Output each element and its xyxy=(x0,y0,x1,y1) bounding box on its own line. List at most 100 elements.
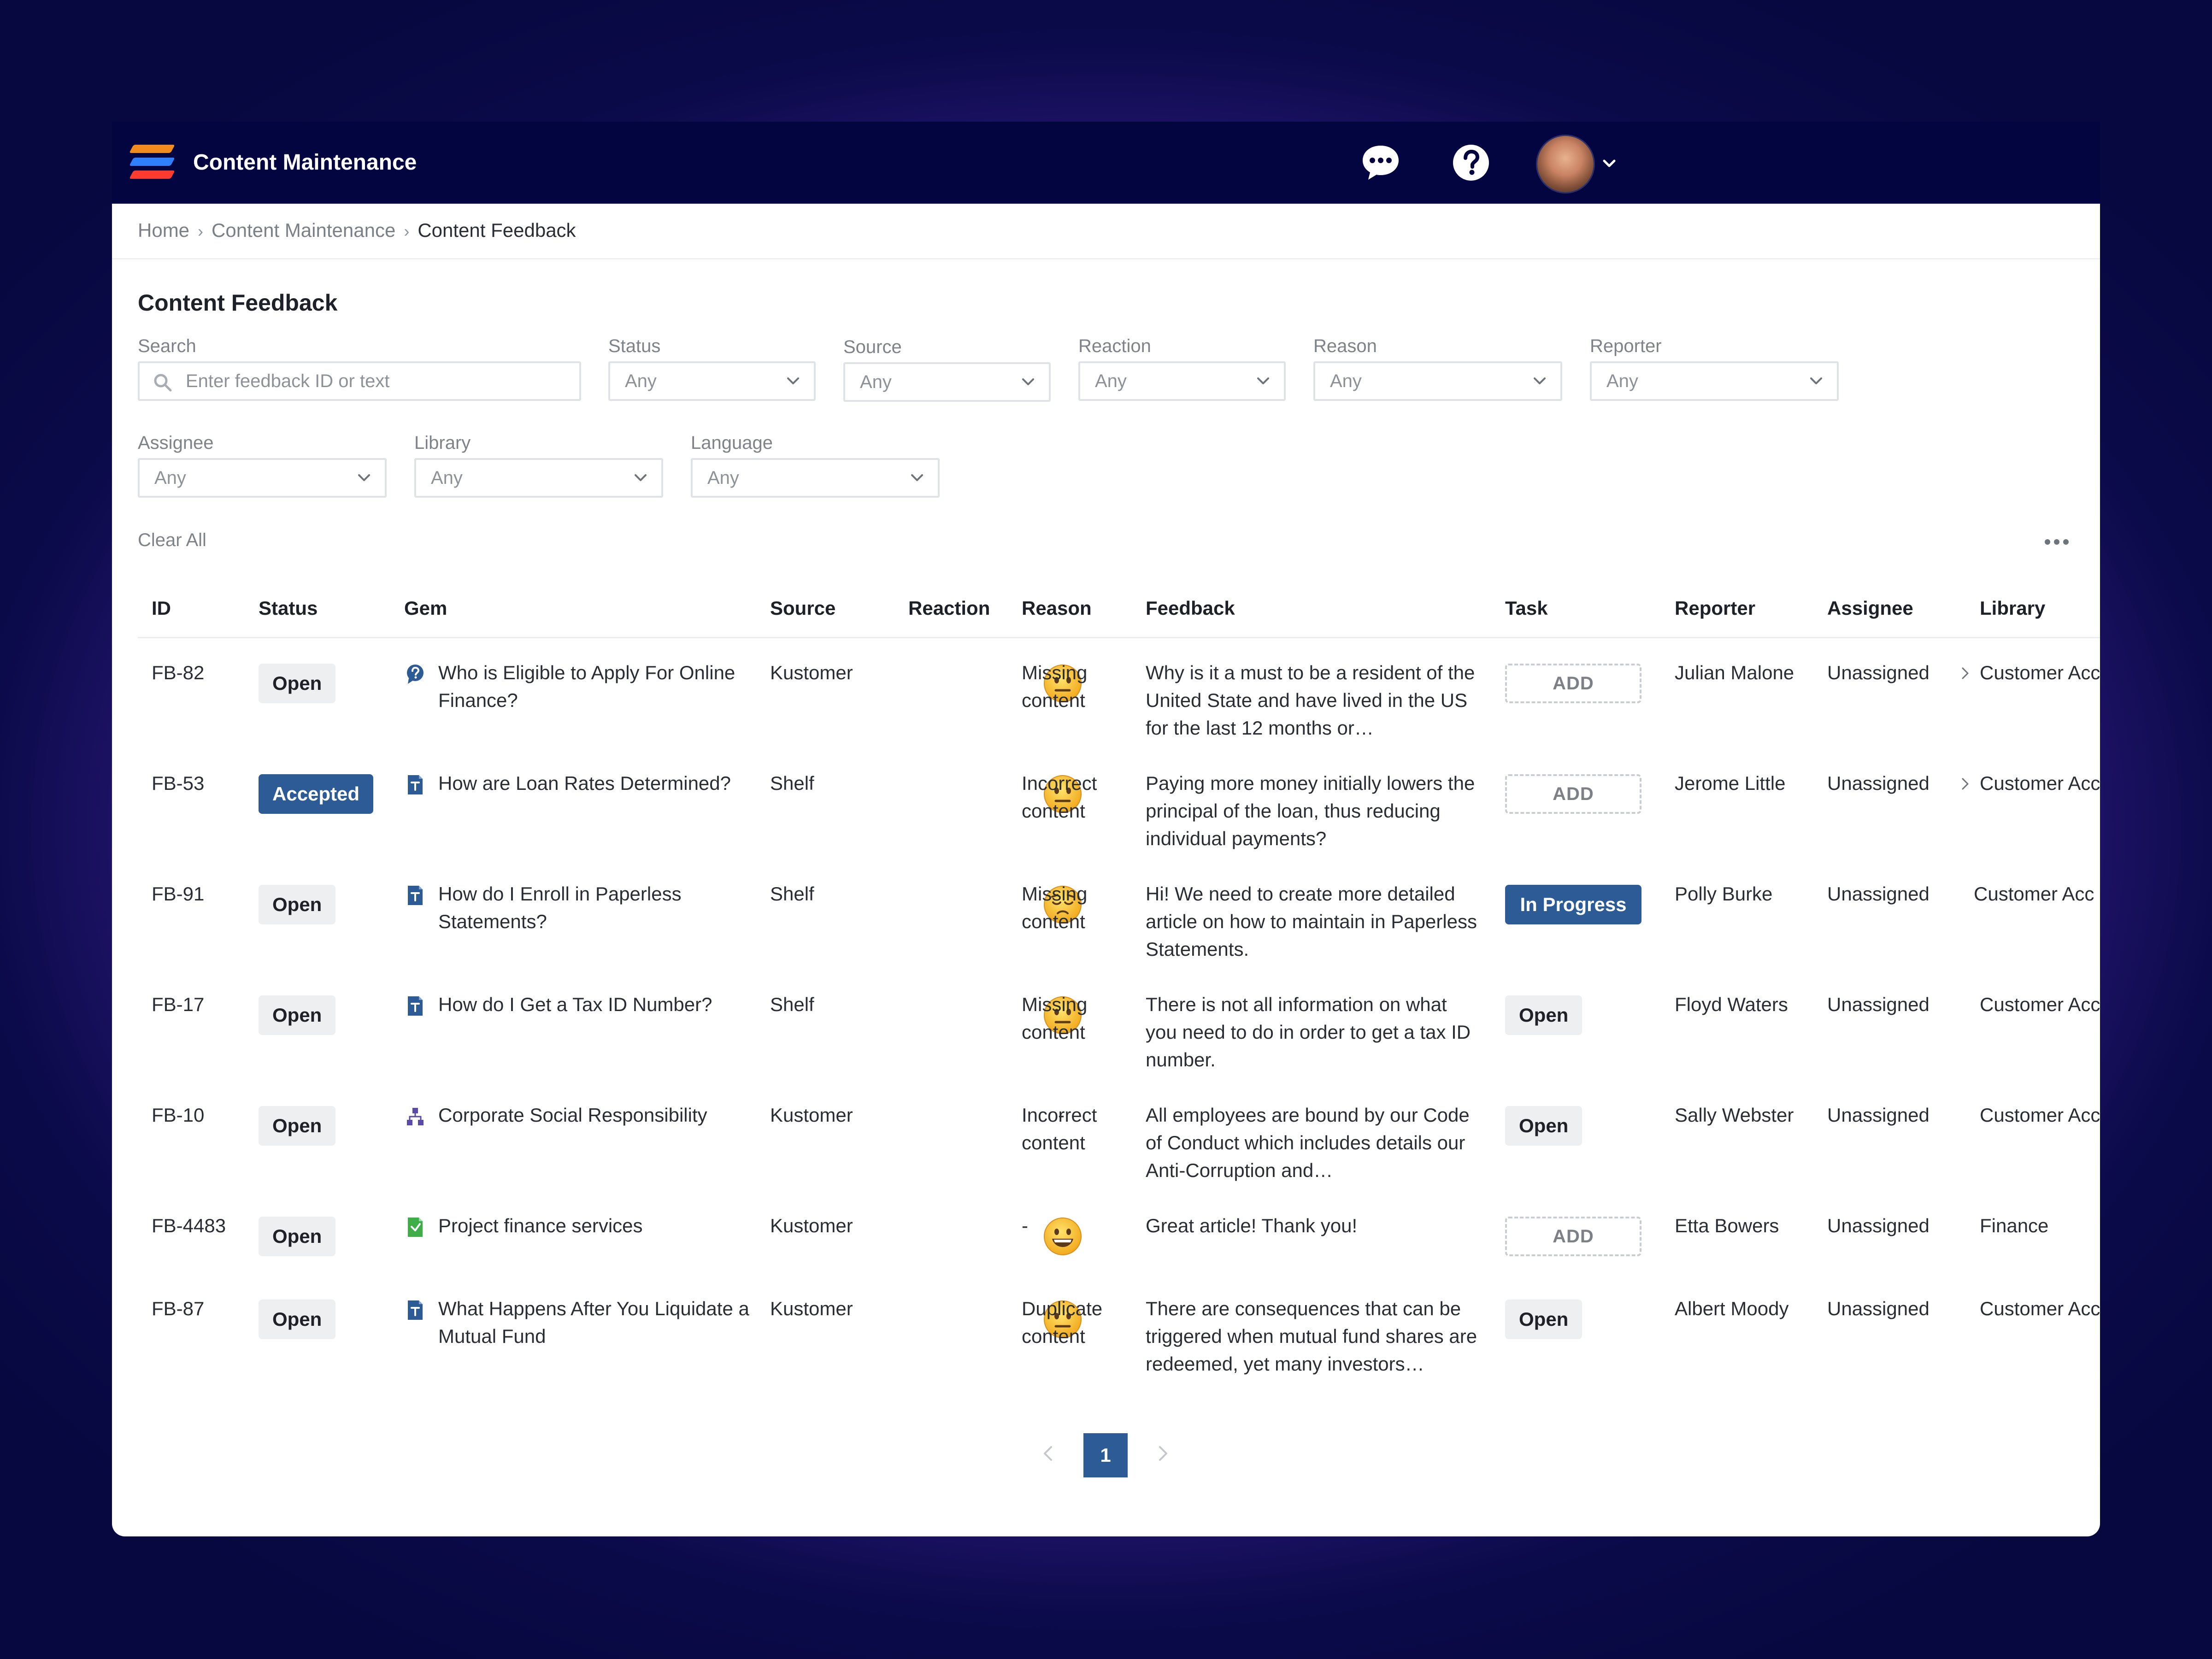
next-page-icon[interactable] xyxy=(1156,1443,1170,1464)
task-status-badge[interactable]: In Progress xyxy=(1505,885,1641,924)
source-cell: Kustomer xyxy=(770,1104,853,1126)
page-title: Content Feedback xyxy=(138,290,338,316)
clear-all-button[interactable]: Clear All xyxy=(138,530,206,550)
user-avatar[interactable] xyxy=(1536,135,1595,194)
column-header-gem[interactable]: Gem xyxy=(404,597,447,619)
task-status-badge[interactable]: Open xyxy=(1505,995,1583,1035)
task-status-badge[interactable]: Open xyxy=(1505,1300,1583,1339)
column-header-id[interactable]: ID xyxy=(152,597,171,619)
chevron-down-icon xyxy=(635,474,647,481)
status-badge[interactable]: Open xyxy=(259,664,336,703)
library-cell: Customer Acc xyxy=(1980,1298,2100,1319)
gem-title-link[interactable]: How are Loan Rates Determined? xyxy=(438,772,731,794)
chevron-right-icon[interactable] xyxy=(1960,665,1971,681)
reporter-filter-value: Any xyxy=(1606,371,1638,391)
content-card: Home › Content Maintenance › Content Feedbac… xyxy=(112,204,2100,1536)
breadcrumb-home[interactable]: Home xyxy=(138,219,190,241)
feedback-cell: Why is it a must to be a resident of the… xyxy=(1146,662,1475,739)
reporter-cell: Floyd Waters xyxy=(1675,994,1788,1015)
reaction-filter-select[interactable]: Any xyxy=(1078,361,1286,401)
reason-filter-label: Reason xyxy=(1313,336,1377,356)
gem-title-link[interactable]: Who is Eligible to Apply For Online Fina… xyxy=(438,662,735,711)
row-id[interactable]: FB-10 xyxy=(152,1104,205,1126)
column-header-library[interactable]: Library xyxy=(1980,597,2046,619)
column-header-source[interactable]: Source xyxy=(770,597,836,619)
language-filter-select[interactable]: Any xyxy=(691,458,940,498)
top-navbar: Content Maintenance xyxy=(112,122,2100,204)
row-id[interactable]: FB-53 xyxy=(152,772,205,794)
library-filter-select[interactable]: Any xyxy=(414,458,663,498)
more-options-icon[interactable] xyxy=(2043,533,2071,551)
page-number-current[interactable]: 1 xyxy=(1083,1433,1128,1477)
search-input[interactable]: Enter feedback ID or text xyxy=(138,361,581,401)
chat-icon[interactable] xyxy=(1360,142,1401,183)
reason-filter-select[interactable]: Any xyxy=(1313,361,1562,401)
chevron-down-icon xyxy=(358,474,370,481)
row-id[interactable]: FB-87 xyxy=(152,1298,205,1319)
status-badge[interactable]: Open xyxy=(259,995,336,1035)
chevron-right-icon[interactable] xyxy=(1960,776,1971,792)
status-badge[interactable]: Open xyxy=(259,1217,336,1256)
reason-cell: Incorrect content xyxy=(1022,1104,1097,1153)
status-badge[interactable]: Open xyxy=(259,1300,336,1339)
row-id[interactable]: FB-91 xyxy=(152,883,205,905)
add-task-button[interactable]: ADD xyxy=(1505,664,1641,703)
gem-title-link[interactable]: Corporate Social Responsibility xyxy=(438,1104,707,1126)
help-icon[interactable] xyxy=(1450,142,1492,183)
column-header-assignee[interactable]: Assignee xyxy=(1827,597,1913,619)
article-icon xyxy=(406,774,424,795)
status-filter-select[interactable]: Any xyxy=(608,361,816,401)
breadcrumb-content-maintenance[interactable]: Content Maintenance xyxy=(212,219,396,241)
add-task-button[interactable]: ADD xyxy=(1505,1217,1641,1256)
chevron-down-icon xyxy=(911,474,923,481)
assignee-cell[interactable]: Unassigned xyxy=(1827,1104,1930,1126)
assignee-filter-select[interactable]: Any xyxy=(138,458,387,498)
assignee-cell[interactable]: Unassigned xyxy=(1827,994,1930,1015)
app-logo-icon[interactable] xyxy=(129,145,175,179)
reporter-cell: Polly Burke xyxy=(1675,883,1773,905)
language-filter-value: Any xyxy=(707,468,739,488)
status-badge[interactable]: Open xyxy=(259,1106,336,1146)
row-id[interactable]: FB-17 xyxy=(152,994,205,1015)
row-id[interactable]: FB-82 xyxy=(152,662,205,683)
assignee-cell[interactable]: Unassigned xyxy=(1827,1215,1930,1236)
search-placeholder: Enter feedback ID or text xyxy=(186,371,390,391)
assignee-cell[interactable]: Unassigned xyxy=(1827,662,1930,683)
neutral-face-emoji xyxy=(1042,1299,1083,1340)
article-icon xyxy=(406,885,424,906)
pensive-face-emoji xyxy=(1042,884,1083,925)
task-status-badge[interactable]: Open xyxy=(1505,1106,1583,1146)
status-filter-label: Status xyxy=(608,336,661,356)
gem-title-link[interactable]: What Happens After You Liquidate a Mutua… xyxy=(438,1298,749,1347)
assignee-cell[interactable]: Unassigned xyxy=(1827,1298,1930,1319)
source-filter-label: Source xyxy=(843,337,902,357)
status-badge[interactable]: Accepted xyxy=(259,774,374,814)
reporter-filter-select[interactable]: Any xyxy=(1590,361,1839,401)
reporter-filter-label: Reporter xyxy=(1590,336,1662,356)
source-cell: Shelf xyxy=(770,883,814,905)
chevron-right-icon: › xyxy=(404,222,410,241)
reason-cell: Missing content xyxy=(1022,994,1088,1043)
column-header-feedback[interactable]: Feedback xyxy=(1146,597,1235,619)
column-header-reason[interactable]: Reason xyxy=(1022,597,1092,619)
gem-title-link[interactable]: How do I Enroll in Paperless Statements? xyxy=(438,883,682,932)
gem-title-link[interactable]: Project finance services xyxy=(438,1215,643,1236)
source-filter-select[interactable]: Any xyxy=(843,362,1051,402)
add-task-button[interactable]: ADD xyxy=(1505,774,1641,814)
source-cell: Shelf xyxy=(770,772,814,794)
assignee-cell[interactable]: Unassigned xyxy=(1827,883,1930,905)
library-cell: Finance xyxy=(1980,1215,2049,1236)
feedback-cell: There are consequences that can be trigg… xyxy=(1146,1298,1477,1375)
chevron-down-icon[interactable] xyxy=(1601,157,1617,171)
table-header-divider xyxy=(138,637,2100,638)
column-header-reporter[interactable]: Reporter xyxy=(1675,597,1756,619)
row-id[interactable]: FB-4483 xyxy=(152,1215,226,1236)
status-badge[interactable]: Open xyxy=(259,885,336,924)
feedback-cell: Hi! We need to create more detailed arti… xyxy=(1146,883,1477,960)
column-header-reaction[interactable]: Reaction xyxy=(908,597,990,619)
column-header-task[interactable]: Task xyxy=(1505,597,1548,619)
previous-page-icon[interactable] xyxy=(1041,1443,1055,1464)
column-header-status[interactable]: Status xyxy=(259,597,318,619)
assignee-cell[interactable]: Unassigned xyxy=(1827,772,1930,794)
gem-title-link[interactable]: How do I Get a Tax ID Number? xyxy=(438,994,712,1015)
